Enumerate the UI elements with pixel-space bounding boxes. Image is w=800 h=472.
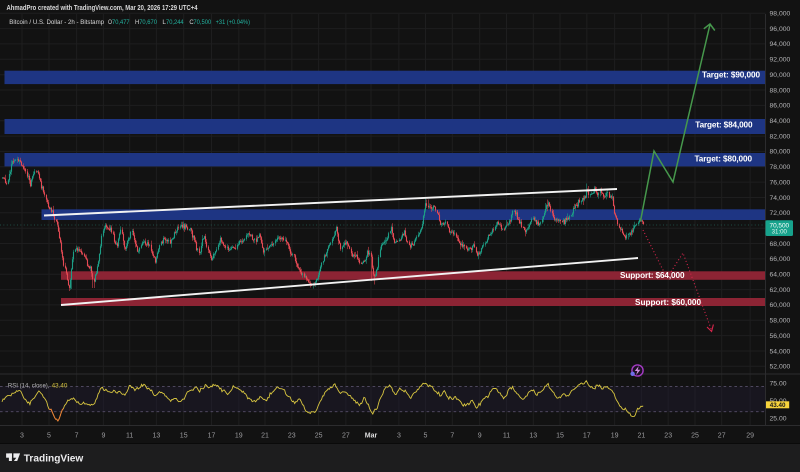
svg-text:27: 27 bbox=[718, 433, 726, 440]
svg-text:21: 21 bbox=[638, 433, 646, 440]
svg-text:54,000: 54,000 bbox=[770, 348, 791, 355]
svg-text:17: 17 bbox=[583, 433, 591, 440]
svg-text:Target: $84,000: Target: $84,000 bbox=[695, 120, 753, 129]
svg-text:92,000: 92,000 bbox=[770, 57, 791, 64]
svg-text:Target: $90,000: Target: $90,000 bbox=[702, 70, 760, 79]
svg-text:31:00: 31:00 bbox=[772, 229, 788, 236]
svg-text:11: 11 bbox=[503, 433, 510, 440]
svg-text:O: O bbox=[108, 19, 112, 26]
svg-text:98,000: 98,000 bbox=[770, 11, 791, 18]
svg-text:15: 15 bbox=[180, 433, 188, 440]
svg-text:21: 21 bbox=[261, 433, 269, 440]
svg-text:76,000: 76,000 bbox=[770, 179, 791, 186]
svg-text:74,000: 74,000 bbox=[770, 195, 791, 202]
svg-text:43.40: 43.40 bbox=[770, 402, 786, 409]
svg-text:25: 25 bbox=[691, 433, 699, 440]
svg-text:Target: $80,000: Target: $80,000 bbox=[695, 154, 753, 163]
svg-text:7: 7 bbox=[75, 433, 79, 440]
svg-text:29: 29 bbox=[746, 433, 754, 440]
svg-text:60,000: 60,000 bbox=[770, 302, 791, 309]
svg-text:68,000: 68,000 bbox=[770, 241, 791, 248]
svg-text:72,000: 72,000 bbox=[770, 210, 791, 217]
svg-text:5: 5 bbox=[47, 433, 51, 440]
svg-text:L: L bbox=[162, 19, 166, 26]
svg-text:58,000: 58,000 bbox=[770, 318, 791, 325]
svg-text:90,000: 90,000 bbox=[770, 72, 791, 79]
svg-text:+31 (+0.04%): +31 (+0.04%) bbox=[216, 19, 250, 26]
svg-text:70,477: 70,477 bbox=[112, 19, 130, 26]
svg-text:AhmadPro created with TradingV: AhmadPro created with TradingView.com, M… bbox=[7, 5, 198, 12]
svg-text:84,000: 84,000 bbox=[770, 118, 791, 125]
svg-text:TradingView: TradingView bbox=[24, 452, 84, 464]
svg-text:43.40: 43.40 bbox=[52, 382, 68, 389]
svg-text:56,000: 56,000 bbox=[770, 333, 791, 340]
svg-text:3: 3 bbox=[20, 433, 24, 440]
svg-text:11: 11 bbox=[126, 433, 133, 440]
svg-text:62,000: 62,000 bbox=[770, 287, 791, 294]
svg-text:86,000: 86,000 bbox=[770, 103, 791, 110]
svg-text:19: 19 bbox=[235, 433, 243, 440]
svg-text:9: 9 bbox=[478, 433, 482, 440]
svg-text:15: 15 bbox=[556, 433, 564, 440]
svg-text:78,000: 78,000 bbox=[770, 164, 791, 171]
svg-text:13: 13 bbox=[153, 433, 161, 440]
svg-text:19: 19 bbox=[611, 433, 619, 440]
svg-text:Support: $60,000: Support: $60,000 bbox=[635, 298, 701, 307]
svg-text:70,244: 70,244 bbox=[166, 19, 184, 26]
svg-text:17: 17 bbox=[208, 433, 216, 440]
svg-text:70,670: 70,670 bbox=[139, 19, 157, 26]
svg-text:75.00: 75.00 bbox=[770, 381, 787, 388]
svg-text:25.00: 25.00 bbox=[770, 416, 787, 423]
svg-text:3: 3 bbox=[397, 433, 401, 440]
svg-text:88,000: 88,000 bbox=[770, 87, 791, 94]
svg-text:25: 25 bbox=[315, 433, 323, 440]
svg-text:96,000: 96,000 bbox=[770, 26, 791, 33]
svg-text:52,000: 52,000 bbox=[770, 364, 791, 371]
svg-text:70,500: 70,500 bbox=[193, 19, 211, 26]
svg-text:RSI (14, close),: RSI (14, close), bbox=[8, 382, 50, 389]
svg-text:70,500: 70,500 bbox=[770, 222, 790, 229]
svg-text:9: 9 bbox=[101, 433, 105, 440]
svg-text:82,000: 82,000 bbox=[770, 133, 791, 140]
svg-text:64,000: 64,000 bbox=[770, 272, 791, 279]
svg-text:27: 27 bbox=[342, 433, 350, 440]
svg-text:Bitcoin / U.S. Dollar - 2h - B: Bitcoin / U.S. Dollar - 2h - Bitstamp bbox=[9, 19, 104, 26]
svg-text:23: 23 bbox=[288, 433, 296, 440]
svg-text:5: 5 bbox=[424, 433, 428, 440]
svg-text:Support: $64,000: Support: $64,000 bbox=[620, 271, 685, 280]
svg-text:13: 13 bbox=[529, 433, 537, 440]
svg-text:H: H bbox=[135, 19, 139, 26]
svg-text:C: C bbox=[189, 19, 193, 26]
svg-text:7: 7 bbox=[450, 433, 454, 440]
svg-text:66,000: 66,000 bbox=[770, 256, 791, 263]
svg-text:80,000: 80,000 bbox=[770, 149, 791, 156]
svg-text:23: 23 bbox=[664, 433, 672, 440]
svg-text:Mar: Mar bbox=[365, 433, 378, 440]
svg-text:94,000: 94,000 bbox=[770, 41, 791, 48]
